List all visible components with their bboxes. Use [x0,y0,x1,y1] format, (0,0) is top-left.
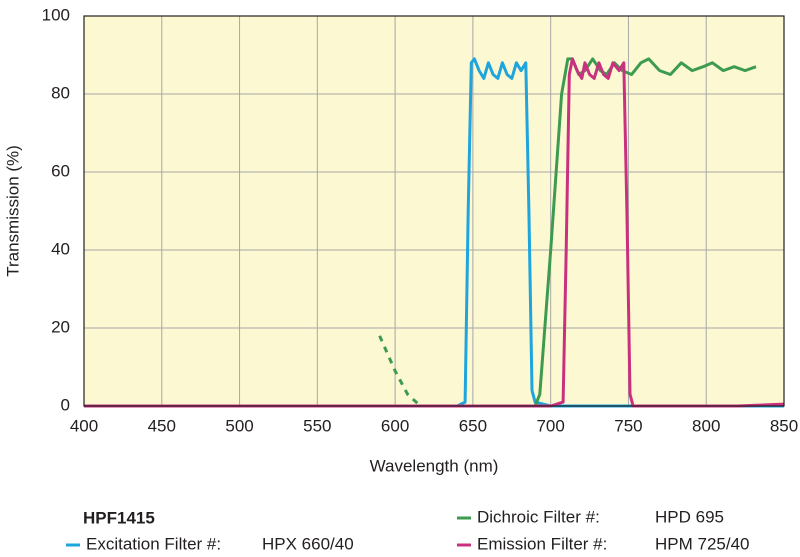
x-tick-label: 850 [770,416,798,435]
legend-part: HPD 695 [655,507,724,526]
x-tick-label: 400 [70,416,98,435]
y-tick-label: 40 [51,239,70,258]
x-tick-label: 600 [381,416,409,435]
x-tick-label: 550 [303,416,331,435]
plot-border [83,15,785,407]
y-tick-label: 100 [42,5,70,24]
legend-label: Emission Filter #: [477,534,607,553]
x-tick-label: 700 [536,416,564,435]
legend-title: HPF1415 [83,508,155,527]
plot-area [84,16,784,406]
y-tick-label: 60 [51,161,70,180]
series-line [84,57,784,408]
legend-label: Excitation Filter #: [86,534,221,553]
series-line [84,57,785,408]
x-tick-label: 500 [225,416,253,435]
x-tick-label: 650 [459,416,487,435]
x-tick-label: 800 [692,416,720,435]
x-axis-label: Wavelength (nm) [370,456,499,475]
lines [84,57,785,408]
legend: Excitation Filter #: HPX 660/40 Dichroic F… [66,507,750,553]
series-line [426,57,757,408]
y-tick-label: 80 [51,83,70,102]
y-tick-label: 0 [61,395,70,414]
legend-part: HPX 660/40 [262,534,354,553]
y-axis-label: Transmission (%) [3,145,22,277]
y-tick-label: 20 [51,317,70,336]
legend-part: HPM 725/40 [655,534,750,553]
legend-label: Dichroic Filter #: [477,507,600,526]
series-line-dashed [378,335,420,406]
x-tick-label: 750 [614,416,642,435]
x-tick-label: 450 [148,416,176,435]
